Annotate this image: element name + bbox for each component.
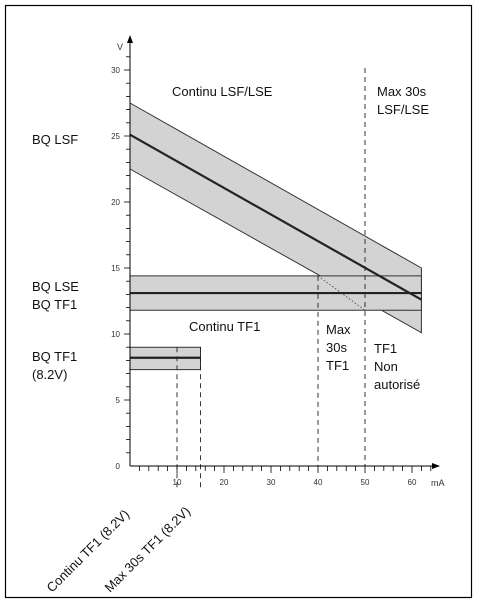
center-line-0 [129,133,422,301]
region-max30-tf1-2: 30s [326,340,347,355]
region-max30-lsf-1: Max 30s [377,84,427,99]
label-bq-tf1-82-sub: (8.2V) [32,367,67,382]
y-tick-label-15: 15 [111,264,120,273]
label-bq-lsf: BQ LSF [32,132,78,147]
y-axis-arrow [127,35,133,43]
y-tick-label-10: 10 [111,330,120,339]
x-tick-label-40: 40 [314,478,323,487]
ticks-group: 10 20 30 40 50 60 0 5 10 15 20 25 30 [111,56,432,487]
y-tick-label-30: 30 [111,66,120,75]
region-non-autorise-1: TF1 [374,341,397,356]
y-tick-label-25: 25 [111,132,120,141]
x-unit-label: mA [431,478,445,488]
axes-group [127,35,440,469]
label-bq-lse: BQ LSE [32,279,79,294]
x-tick-label-60: 60 [408,478,417,487]
region-non-autorise-2: Non [374,359,398,374]
label-bq-tf1-82: BQ TF1 [32,349,77,364]
region-max30-lsf-2: LSF/LSE [377,102,429,117]
region-max30-tf1-1: Max [326,322,351,337]
y-tick-label-5: 5 [116,396,121,405]
y-unit-label: V [117,42,123,52]
region-continu-tf1: Continu TF1 [189,319,260,334]
x-tick-label-30: 30 [267,478,276,487]
y-tick-label-0: 0 [116,462,121,471]
x-tick-label-10: 10 [173,478,182,487]
x-tick-label-20: 20 [220,478,229,487]
x-tick-label-50: 50 [361,478,370,487]
region-non-autorise-3: autorisé [374,377,420,392]
y-tick-label-20: 20 [111,198,120,207]
region-continu-lsf: Continu LSF/LSE [172,84,273,99]
region-max30-tf1-3: TF1 [326,358,349,373]
x-axis-arrow [432,463,440,469]
label-bq-tf1: BQ TF1 [32,297,77,312]
center-lines-group [129,133,422,359]
